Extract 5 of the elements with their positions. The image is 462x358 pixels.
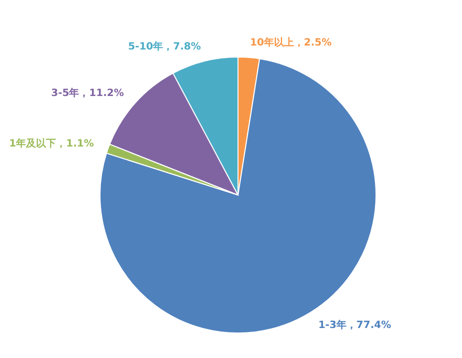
slice-label: 5-10年，7.8% xyxy=(128,40,201,53)
slice-label: 1年及以下，1.1% xyxy=(9,138,94,150)
slice-label: 3-5年，11.2% xyxy=(51,87,124,100)
slice-label: 1-3年，77.4% xyxy=(318,319,392,332)
slice-label: 10年以上，2.5% xyxy=(250,36,332,48)
